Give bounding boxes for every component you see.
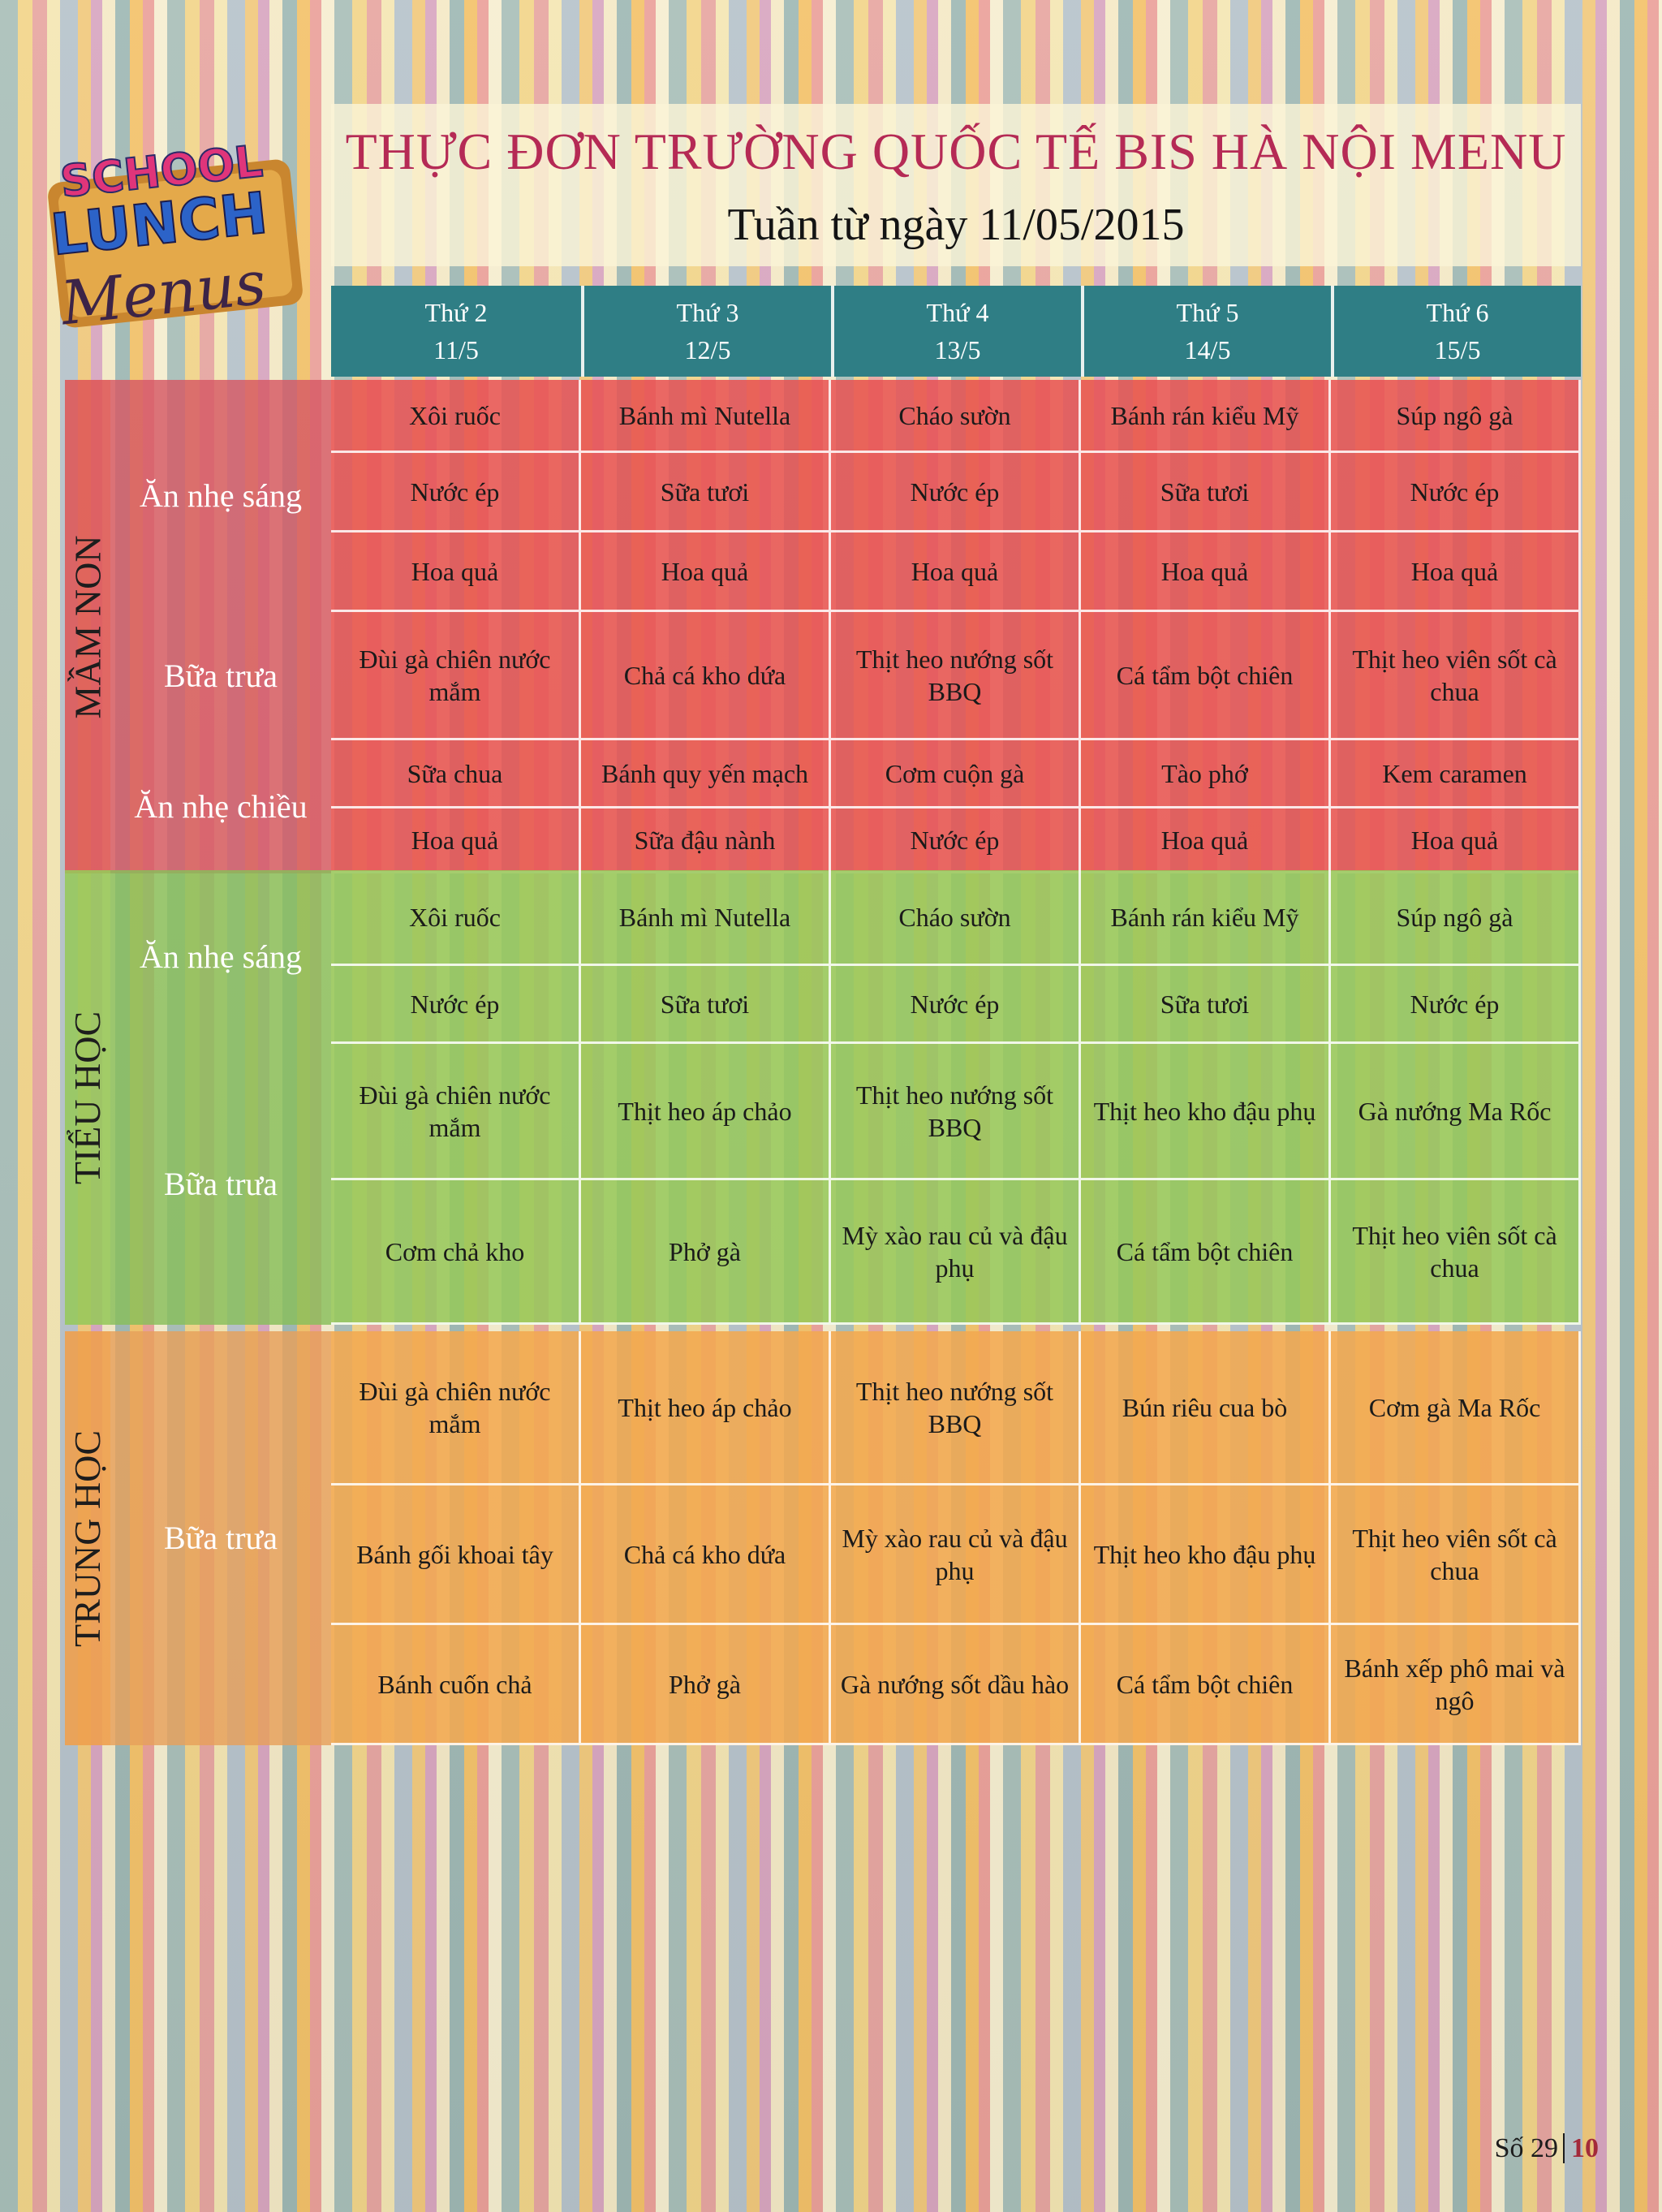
menu-cell: Phở gà bbox=[581, 1625, 831, 1745]
day-header-mon: Thứ 2 11/5 bbox=[331, 286, 581, 377]
menu-cell: Thịt heo kho đậu phụ bbox=[1081, 1485, 1331, 1625]
issue-number: Số 29 bbox=[1494, 2133, 1558, 2163]
menu-cell: Bánh quy yến mạch bbox=[581, 740, 831, 808]
menu-cell: Nước ép bbox=[331, 453, 581, 533]
menu-cell: Súp ngô gà bbox=[1331, 870, 1581, 966]
menu-cell: Xôi ruốc bbox=[331, 870, 581, 966]
menu-cell: Cháo sườn bbox=[831, 870, 1081, 966]
menu-cell: Kem caramen bbox=[1331, 740, 1581, 808]
menu-cell: Cá tẩm bột chiên bbox=[1081, 1625, 1331, 1745]
menu-cell: Hoa quả bbox=[1081, 533, 1331, 612]
menu-cell: Hoa quả bbox=[831, 533, 1081, 612]
menu-cell: Gà nướng sốt dầu hào bbox=[831, 1625, 1081, 1745]
menu-cell: Hoa quả bbox=[1331, 533, 1581, 612]
menu-cell: Thịt heo nướng sốt BBQ bbox=[831, 612, 1081, 740]
page-title: THỰC ĐƠN TRƯỜNG QUỐC TẾ BIS HÀ NỘI MENU bbox=[345, 123, 1567, 180]
menu-cell: Hoa quả bbox=[331, 533, 581, 612]
day-header-tue: Thứ 3 12/5 bbox=[581, 286, 831, 377]
menu-cell: Hoa quả bbox=[331, 808, 581, 873]
menu-cell: Cơm gà Ma Rốc bbox=[1331, 1331, 1581, 1485]
meal-label: Ăn nhẹ sáng bbox=[110, 870, 331, 1044]
page-number: 10 bbox=[1563, 2133, 1599, 2163]
page-footer: Số 29 10 bbox=[1495, 2133, 1599, 2164]
day-header-row: Thứ 2 11/5 Thứ 3 12/5 Thứ 4 13/5 Thứ 5 14/5 … bbox=[331, 286, 1581, 377]
menu-cell: Mỳ xào rau củ và đậu phụ bbox=[831, 1180, 1081, 1325]
menu-cell: Gà nướng Ma Rốc bbox=[1331, 1044, 1581, 1180]
menu-cell: Thịt heo nướng sốt BBQ bbox=[831, 1044, 1081, 1180]
menu-cell: Sữa chua bbox=[331, 740, 581, 808]
menu-cell: Thịt heo nướng sốt BBQ bbox=[831, 1331, 1081, 1485]
menu-cell: Nước ép bbox=[831, 808, 1081, 873]
meal-label: Ăn nhẹ chiều bbox=[110, 740, 331, 873]
menu-cell: Hoa quả bbox=[1081, 808, 1331, 873]
menu-cell: Cá tẩm bột chiên bbox=[1081, 612, 1331, 740]
menu-cell: Súp ngô gà bbox=[1331, 380, 1581, 453]
menu-cell: Cá tẩm bột chiên bbox=[1081, 1180, 1331, 1325]
menu-cell: Thịt heo áp chảo bbox=[581, 1331, 831, 1485]
section-label: TRUNG HỌC bbox=[65, 1331, 110, 1745]
section-label-text: MẦM NON bbox=[67, 534, 109, 719]
section-label: MẦM NON bbox=[65, 380, 110, 873]
menu-cell: Thịt heo kho đậu phụ bbox=[1081, 1044, 1331, 1180]
day-header-thu: Thứ 5 14/5 bbox=[1081, 286, 1331, 377]
menu-cell: Phở gà bbox=[581, 1180, 831, 1325]
menu-cell: Chả cá kho dứa bbox=[581, 1485, 831, 1625]
menu-cell: Nước ép bbox=[831, 453, 1081, 533]
menu-cell: Bún riêu cua bò bbox=[1081, 1331, 1331, 1485]
menu-cell: Thịt heo viên sốt cà chua bbox=[1331, 612, 1581, 740]
page-subtitle: Tuần từ ngày 11/05/2015 bbox=[727, 200, 1185, 250]
menu-cell: Hoa quả bbox=[1331, 808, 1581, 873]
menu-cell: Sữa tươi bbox=[1081, 966, 1331, 1044]
menu-cell: Hoa quả bbox=[581, 533, 831, 612]
menu-cell: Bánh gối khoai tây bbox=[331, 1485, 581, 1625]
menu-cell: Nước ép bbox=[1331, 966, 1581, 1044]
menu-cell: Đùi gà chiên nước mắm bbox=[331, 612, 581, 740]
menu-cell: Sữa tươi bbox=[581, 966, 831, 1044]
menu-cell: Cơm chả kho bbox=[331, 1180, 581, 1325]
menu-cell: Chả cá kho dứa bbox=[581, 612, 831, 740]
day-header-wed: Thứ 4 13/5 bbox=[831, 286, 1081, 377]
menu-cell: Nước ép bbox=[831, 966, 1081, 1044]
menu-cell: Mỳ xào rau củ và đậu phụ bbox=[831, 1485, 1081, 1625]
menu-cell: Sữa đậu nành bbox=[581, 808, 831, 873]
menu-cell: Thịt heo viên sốt cà chua bbox=[1331, 1485, 1581, 1625]
menu-cell: Thịt heo áp chảo bbox=[581, 1044, 831, 1180]
section-label: TIỂU HỌC bbox=[65, 870, 110, 1325]
menu-cell: Bánh xếp phô mai và ngô bbox=[1331, 1625, 1581, 1745]
day-header-fri: Thứ 6 15/5 bbox=[1331, 286, 1581, 377]
menu-cell: Nước ép bbox=[331, 966, 581, 1044]
menu-cell: Sữa tươi bbox=[581, 453, 831, 533]
meal-label: Bữa trưa bbox=[110, 1044, 331, 1325]
menu-cell: Bánh rán kiểu Mỹ bbox=[1081, 870, 1331, 966]
title-band bbox=[331, 104, 1581, 266]
meal-label: Ăn nhẹ sáng bbox=[110, 380, 331, 612]
school-lunch-menus-logo: SCHOOL LUNCH Menus bbox=[47, 138, 303, 339]
menu-cell: Bánh cuốn chả bbox=[331, 1625, 581, 1745]
menu-cell: Nước ép bbox=[1331, 453, 1581, 533]
section-label-text: TIỂU HỌC bbox=[67, 1011, 109, 1184]
menu-cell: Đùi gà chiên nước mắm bbox=[331, 1044, 581, 1180]
menu-cell: Đùi gà chiên nước mắm bbox=[331, 1331, 581, 1485]
menu-cell: Cơm cuộn gà bbox=[831, 740, 1081, 808]
section-label-text: TRUNG HỌC bbox=[67, 1429, 109, 1647]
menu-cell: Sữa tươi bbox=[1081, 453, 1331, 533]
menu-cell: Tào phớ bbox=[1081, 740, 1331, 808]
meal-label: Bữa trưa bbox=[110, 1331, 331, 1745]
menu-cell: Xôi ruốc bbox=[331, 380, 581, 453]
menu-cell: Bánh mì Nutella bbox=[581, 870, 831, 966]
menu-cell: Cháo sườn bbox=[831, 380, 1081, 453]
meal-label: Bữa trưa bbox=[110, 612, 331, 740]
menu-cell: Bánh mì Nutella bbox=[581, 380, 831, 453]
menu-cell: Thịt heo viên sốt cà chua bbox=[1331, 1180, 1581, 1325]
menu-cell: Bánh rán kiểu Mỹ bbox=[1081, 380, 1331, 453]
